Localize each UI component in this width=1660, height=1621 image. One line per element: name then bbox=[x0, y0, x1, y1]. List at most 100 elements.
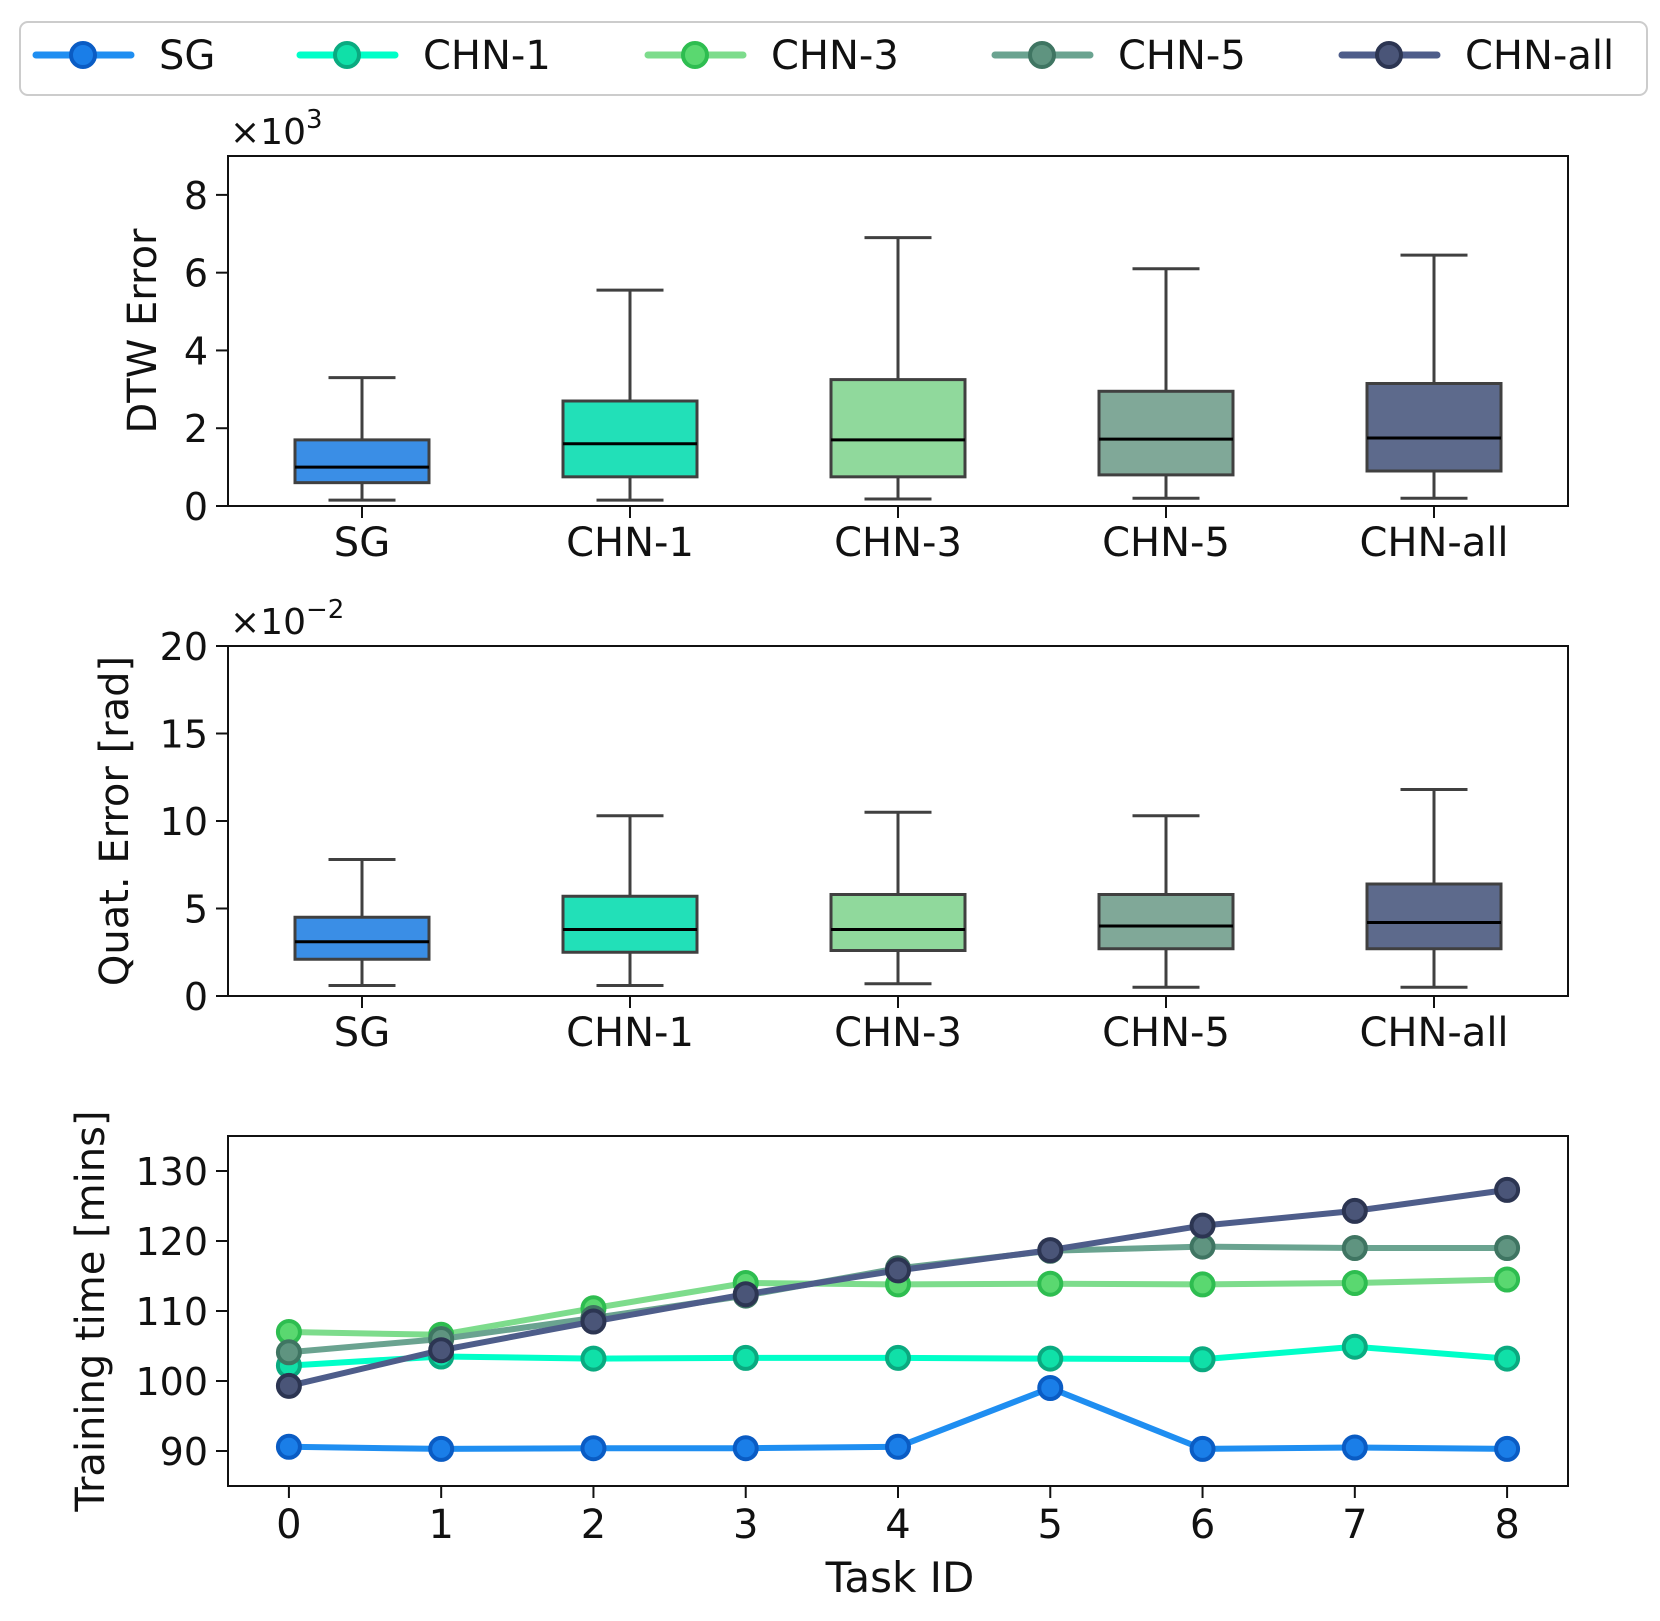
dtw-x-tick-label-chn-3: CHN-3 bbox=[834, 520, 962, 566]
legend-marker-sg bbox=[69, 41, 97, 69]
dtw-y-tick-label: 4 bbox=[184, 329, 208, 373]
training-y-tick-label: 100 bbox=[135, 1360, 208, 1404]
quat-x-tick-label-chn-5: CHN-5 bbox=[1102, 1010, 1230, 1056]
series-point-sg bbox=[275, 1433, 302, 1460]
dtw-scale-label: ×103 bbox=[230, 105, 323, 153]
dtw-y-axis-label: DTW Error bbox=[120, 228, 166, 434]
training-x-tick-label: 5 bbox=[1038, 1502, 1063, 1548]
training-x-tick-label: 1 bbox=[428, 1502, 453, 1548]
dtw-x-tick-label-chn-5: CHN-5 bbox=[1102, 520, 1230, 566]
legend-marker-chn-3 bbox=[681, 41, 709, 69]
series-point-chn-5 bbox=[1341, 1235, 1368, 1261]
training-y-axis-label: Training time [mins] bbox=[68, 1110, 114, 1512]
series-point-chn-1 bbox=[1037, 1345, 1064, 1372]
training-time-panel: 90 100 110 120 130 0 1 2 3 4 5 6 7 8 Training time [m… bbox=[68, 1110, 1569, 1602]
series-point-sg bbox=[1494, 1435, 1521, 1462]
series-point-chn-5 bbox=[275, 1339, 302, 1366]
dtw-box-chn-1 bbox=[561, 399, 699, 479]
quat-box-sg bbox=[293, 915, 431, 961]
training-x-tick-label: 0 bbox=[276, 1502, 301, 1548]
series-point-chn-5 bbox=[1494, 1235, 1521, 1261]
quat-y-tick-label: 10 bbox=[160, 800, 208, 844]
training-x-tick-label: 2 bbox=[581, 1502, 606, 1548]
quat-error-panel: 0 5 10 15 20 SG CHN-1 CHN-3 CHN-5 CHN-all ×10−2 Q… bbox=[92, 595, 1569, 1056]
legend-marker-chn-1 bbox=[333, 41, 361, 69]
legend-label-sg: SG bbox=[159, 33, 215, 79]
series-point-chn-all bbox=[1037, 1237, 1064, 1264]
legend-label-chn-all: CHN-all bbox=[1465, 33, 1614, 79]
quat-box-chn-1 bbox=[561, 894, 699, 954]
series-point-chn-all bbox=[885, 1257, 911, 1284]
series-point-chn-3 bbox=[1189, 1271, 1216, 1298]
quat-y-axis-label: Quat. Error [rad] bbox=[92, 656, 138, 986]
dtw-y-tick-label: 0 bbox=[184, 485, 208, 529]
legend-frame bbox=[19, 21, 1648, 96]
series-point-sg bbox=[1341, 1434, 1368, 1461]
training-x-tick-label: 6 bbox=[1190, 1502, 1215, 1548]
quat-y-tick-label: 5 bbox=[184, 888, 208, 932]
series-point-chn-all bbox=[1189, 1212, 1216, 1239]
legend: SG CHN-1 CHN-3 CHN-5 CHN-all bbox=[19, 21, 1648, 96]
quat-scale-label: ×10−2 bbox=[230, 595, 344, 643]
legend-label-chn-5: CHN-5 bbox=[1118, 33, 1246, 79]
quat-x-tick-label-chn-1: CHN-1 bbox=[566, 1010, 694, 1056]
series-point-chn-all bbox=[732, 1281, 759, 1308]
training-x-tick-label: 7 bbox=[1342, 1502, 1367, 1548]
series-point-chn-all bbox=[580, 1308, 607, 1335]
training-x-tick-label: 8 bbox=[1494, 1502, 1519, 1548]
series-point-chn-all bbox=[428, 1337, 455, 1364]
dtw-box-chn-5 bbox=[1097, 389, 1235, 477]
series-point-sg bbox=[1189, 1435, 1216, 1462]
legend-marker-chn-all bbox=[1375, 41, 1403, 69]
quat-y-tick-label: 20 bbox=[160, 625, 208, 669]
quat-x-tick-label-chn-3: CHN-3 bbox=[834, 1010, 962, 1056]
series-point-chn-1 bbox=[580, 1345, 607, 1372]
series-point-chn-5 bbox=[1189, 1233, 1216, 1260]
dtw-x-tick-label-chn-all: CHN-all bbox=[1359, 520, 1508, 566]
training-x-tick-label: 4 bbox=[885, 1502, 910, 1548]
series-point-chn-3 bbox=[1037, 1270, 1064, 1297]
legend-label-chn-3: CHN-3 bbox=[771, 33, 899, 79]
training-y-tick-label: 90 bbox=[160, 1430, 208, 1474]
legend-label-chn-1: CHN-1 bbox=[423, 33, 551, 79]
quat-box-chn-3 bbox=[829, 893, 967, 952]
training-x-tick-label: 3 bbox=[733, 1502, 758, 1548]
series-point-sg bbox=[580, 1435, 607, 1462]
training-y-tick-label: 120 bbox=[135, 1220, 208, 1264]
training-y-tick-label: 110 bbox=[135, 1290, 208, 1334]
quat-plot-frame bbox=[227, 645, 1569, 997]
training-y-tick-label: 130 bbox=[135, 1150, 208, 1194]
dtw-y-tick-label: 6 bbox=[184, 252, 208, 296]
quat-box-chn-5 bbox=[1097, 893, 1235, 951]
series-point-sg bbox=[1037, 1375, 1064, 1401]
dtw-error-panel: 0 2 4 6 8 SG CHN-1 CHN-3 CHN-5 CHN-all ×103 DTW E… bbox=[120, 105, 1569, 566]
series-point-chn-1 bbox=[1189, 1346, 1216, 1373]
dtw-box-chn-3 bbox=[829, 378, 967, 479]
series-point-chn-1 bbox=[732, 1344, 759, 1371]
series-point-chn-3 bbox=[1494, 1266, 1521, 1293]
quat-x-tick-label-sg: SG bbox=[334, 1010, 390, 1056]
series-point-sg bbox=[428, 1435, 455, 1462]
dtw-plot-frame bbox=[227, 155, 1569, 507]
series-point-chn-1 bbox=[1494, 1345, 1521, 1372]
training-plot-frame bbox=[227, 1135, 1569, 1487]
dtw-x-tick-label-sg: SG bbox=[334, 520, 390, 566]
series-point-sg bbox=[885, 1433, 911, 1460]
series-point-chn-1 bbox=[885, 1344, 911, 1371]
series-point-chn-all bbox=[1341, 1197, 1368, 1224]
series-point-chn-all bbox=[1494, 1176, 1521, 1203]
series-point-chn-all bbox=[275, 1372, 302, 1399]
dtw-box-chn-all bbox=[1365, 382, 1503, 473]
quat-y-tick-label: 15 bbox=[160, 713, 208, 757]
dtw-y-tick-label: 2 bbox=[184, 407, 208, 451]
quat-box-chn-all bbox=[1365, 882, 1503, 951]
training-x-axis-label: Task ID bbox=[825, 1553, 975, 1602]
series-point-chn-3 bbox=[1341, 1270, 1368, 1296]
dtw-y-tick-label: 8 bbox=[184, 174, 208, 218]
dtw-x-tick-label-chn-1: CHN-1 bbox=[566, 520, 694, 566]
quat-y-tick-label: 0 bbox=[184, 975, 208, 1019]
quat-x-tick-label-chn-all: CHN-all bbox=[1359, 1010, 1508, 1056]
dtw-box-sg bbox=[293, 438, 431, 485]
series-point-chn-1 bbox=[1341, 1333, 1368, 1360]
